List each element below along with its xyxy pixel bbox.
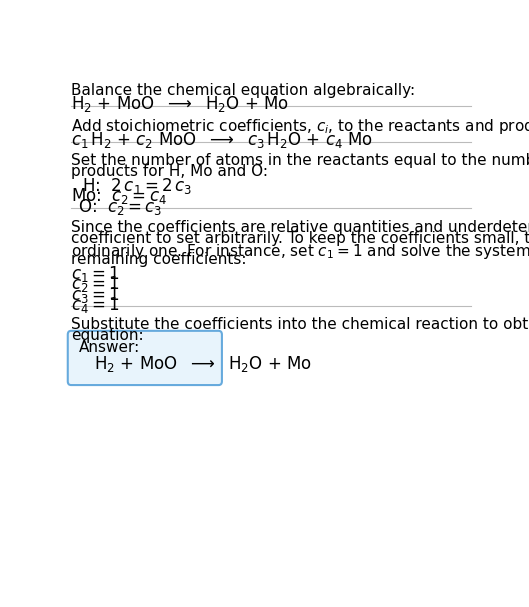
Text: Mo:  $c_2 = c_4$: Mo: $c_2 = c_4$: [71, 186, 167, 206]
Text: ordinarily one. For instance, set $c_1 = 1$ and solve the system of equations fo: ordinarily one. For instance, set $c_1 =…: [71, 242, 529, 260]
Text: Substitute the coefficients into the chemical reaction to obtain the balanced: Substitute the coefficients into the che…: [71, 317, 529, 332]
Text: $c_1\,\mathregular{H_2}$ + $c_2$ MoO  $\longrightarrow$  $c_3\,\mathregular{H_2}: $c_1\,\mathregular{H_2}$ + $c_2$ MoO $\l…: [71, 130, 373, 150]
Text: O:  $c_2 = c_3$: O: $c_2 = c_3$: [78, 197, 162, 217]
Text: $c_2 = 1$: $c_2 = 1$: [71, 274, 120, 294]
Text: Balance the chemical equation algebraically:: Balance the chemical equation algebraica…: [71, 83, 415, 98]
Text: remaining coefficients:: remaining coefficients:: [71, 253, 247, 267]
Text: $c_1 = 1$: $c_1 = 1$: [71, 264, 120, 284]
Text: Add stoichiometric coefficients, $c_i$, to the reactants and products:: Add stoichiometric coefficients, $c_i$, …: [71, 117, 529, 136]
Text: Set the number of atoms in the reactants equal to the number of atoms in the: Set the number of atoms in the reactants…: [71, 153, 529, 168]
FancyBboxPatch shape: [68, 331, 222, 385]
Text: $\mathregular{H_2}$ + MoO  $\longrightarrow$  $\mathregular{H_2}$O + Mo: $\mathregular{H_2}$ + MoO $\longrightarr…: [71, 94, 289, 114]
Text: Since the coefficients are relative quantities and underdetermined, choose a: Since the coefficients are relative quan…: [71, 220, 529, 235]
Text: coefficient to set arbitrarily. To keep the coefficients small, the arbitrary va: coefficient to set arbitrarily. To keep …: [71, 231, 529, 246]
Text: $c_4 = 1$: $c_4 = 1$: [71, 295, 120, 315]
Text: Answer:: Answer:: [78, 340, 140, 355]
Text: H:  $2\,c_1 = 2\,c_3$: H: $2\,c_1 = 2\,c_3$: [81, 175, 192, 195]
Text: $c_3 = 1$: $c_3 = 1$: [71, 285, 120, 305]
Text: products for H, Mo and O:: products for H, Mo and O:: [71, 164, 268, 179]
Text: $\mathregular{H_2}$ + MoO  $\longrightarrow$  $\mathregular{H_2}$O + Mo: $\mathregular{H_2}$ + MoO $\longrightarr…: [94, 354, 312, 374]
Text: equation:: equation:: [71, 328, 144, 343]
